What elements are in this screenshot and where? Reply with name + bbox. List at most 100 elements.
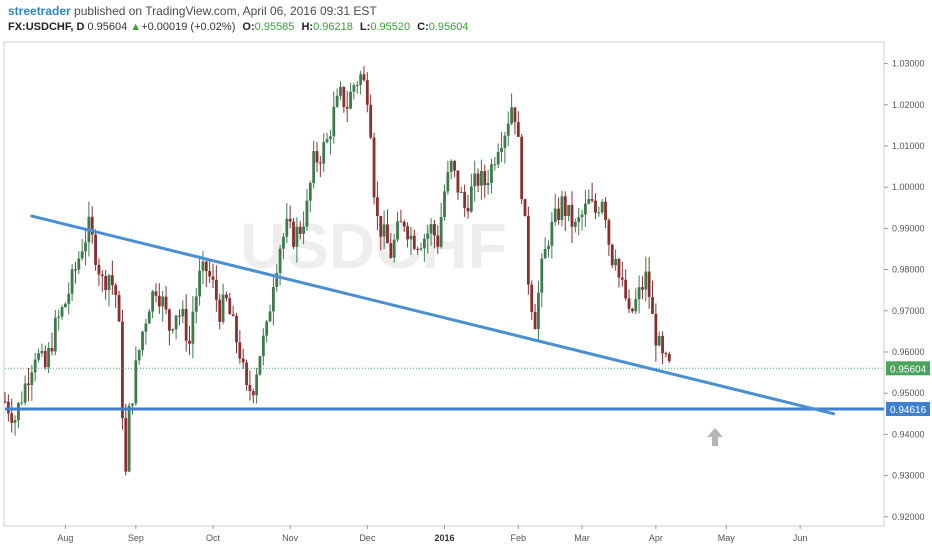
candle-body bbox=[74, 269, 77, 271]
symbol-label[interactable]: FX:USDCHF, D bbox=[8, 21, 85, 33]
close-value: 0.95604 bbox=[428, 21, 469, 33]
candle-body bbox=[573, 221, 577, 227]
candle bbox=[27, 367, 30, 402]
candle bbox=[449, 159, 453, 180]
candle-body bbox=[218, 299, 222, 322]
candle-body bbox=[486, 182, 490, 186]
candle-body bbox=[67, 293, 71, 304]
candle-body bbox=[37, 353, 40, 360]
candle bbox=[114, 283, 118, 309]
candle-body bbox=[97, 264, 101, 275]
candle bbox=[399, 209, 403, 223]
candle bbox=[550, 212, 554, 259]
candle bbox=[121, 309, 124, 430]
last-price-tag-bg bbox=[886, 361, 930, 376]
candle-body bbox=[214, 279, 218, 300]
candle-body bbox=[151, 291, 155, 312]
candle bbox=[124, 403, 128, 476]
candle bbox=[456, 170, 460, 200]
candle bbox=[563, 191, 567, 232]
candle-body bbox=[563, 196, 567, 217]
candle-body bbox=[654, 313, 658, 346]
candle-body bbox=[607, 220, 611, 245]
candle bbox=[157, 283, 161, 314]
candle bbox=[486, 169, 490, 195]
price-chart[interactable]: USDCHF 1.030001.020001.010001.000000.990… bbox=[0, 38, 932, 550]
candle bbox=[523, 198, 527, 217]
candle bbox=[661, 331, 664, 365]
candle bbox=[610, 243, 614, 268]
candle bbox=[614, 249, 618, 271]
candle-body bbox=[178, 315, 181, 317]
candle-body bbox=[647, 271, 651, 297]
author-link[interactable]: streetrader bbox=[8, 4, 71, 18]
candle bbox=[214, 265, 218, 312]
x-tick-label: Feb bbox=[511, 533, 527, 543]
candle-body bbox=[248, 385, 252, 392]
candle bbox=[221, 283, 225, 325]
candle bbox=[543, 237, 547, 259]
candle-body bbox=[285, 218, 289, 237]
candle bbox=[339, 81, 342, 100]
candle bbox=[617, 257, 621, 288]
x-tick-label: Mar bbox=[574, 533, 590, 543]
candle bbox=[416, 246, 420, 255]
candle-body bbox=[282, 236, 285, 249]
y-tick-label: 1.03000 bbox=[892, 59, 925, 69]
candle-body bbox=[10, 413, 14, 423]
candle bbox=[372, 132, 376, 205]
candle-body bbox=[667, 353, 671, 362]
candle-body bbox=[620, 277, 624, 280]
candle bbox=[510, 93, 513, 126]
candle-body bbox=[318, 162, 322, 164]
candle-body bbox=[265, 321, 269, 336]
candle-body bbox=[292, 221, 295, 247]
candle bbox=[379, 215, 383, 251]
candle bbox=[530, 280, 534, 320]
candle-body bbox=[590, 199, 594, 201]
candle-body bbox=[483, 170, 487, 186]
candle-body bbox=[231, 314, 235, 316]
level-price-tag-bg bbox=[886, 401, 930, 416]
y-tick-label: 0.97000 bbox=[892, 306, 925, 316]
y-tick-label: 0.99000 bbox=[892, 223, 925, 233]
candle bbox=[181, 300, 185, 324]
candle bbox=[587, 189, 591, 205]
trendline[interactable] bbox=[30, 214, 836, 416]
candle bbox=[261, 328, 265, 366]
candle-body bbox=[13, 420, 17, 423]
candle-body bbox=[466, 207, 470, 212]
symbol-line: FX:USDCHF, D 0.95604 ▲+0.00019 (+0.02%) … bbox=[8, 21, 469, 33]
x-tick-label: Jun bbox=[793, 533, 808, 543]
candle bbox=[332, 91, 336, 144]
candle-body bbox=[469, 186, 473, 212]
candle bbox=[540, 253, 544, 308]
candle bbox=[409, 227, 413, 255]
candle bbox=[13, 415, 17, 436]
candle bbox=[57, 309, 61, 331]
published-text: published on TradingView.com, April 06, … bbox=[74, 4, 377, 18]
candle bbox=[322, 133, 326, 173]
candle bbox=[144, 318, 148, 345]
candle bbox=[406, 222, 409, 248]
candle bbox=[570, 191, 574, 244]
candle-body bbox=[557, 208, 560, 220]
candle bbox=[255, 367, 259, 404]
candle bbox=[268, 305, 272, 323]
candle bbox=[171, 328, 175, 334]
candle bbox=[473, 160, 477, 202]
last-price: 0.95604 bbox=[87, 21, 128, 33]
candle-body bbox=[57, 316, 61, 318]
candle bbox=[201, 251, 205, 285]
candle-body bbox=[463, 191, 467, 208]
candle-body bbox=[446, 172, 450, 192]
candle-body bbox=[53, 317, 57, 352]
candle-body bbox=[117, 295, 121, 322]
candle-body bbox=[584, 203, 587, 215]
candle-body bbox=[50, 347, 54, 352]
candles-layer bbox=[3, 66, 671, 476]
candle-body bbox=[359, 74, 363, 85]
candle bbox=[667, 351, 671, 364]
candle-body bbox=[604, 201, 607, 221]
candle-body bbox=[147, 311, 151, 324]
